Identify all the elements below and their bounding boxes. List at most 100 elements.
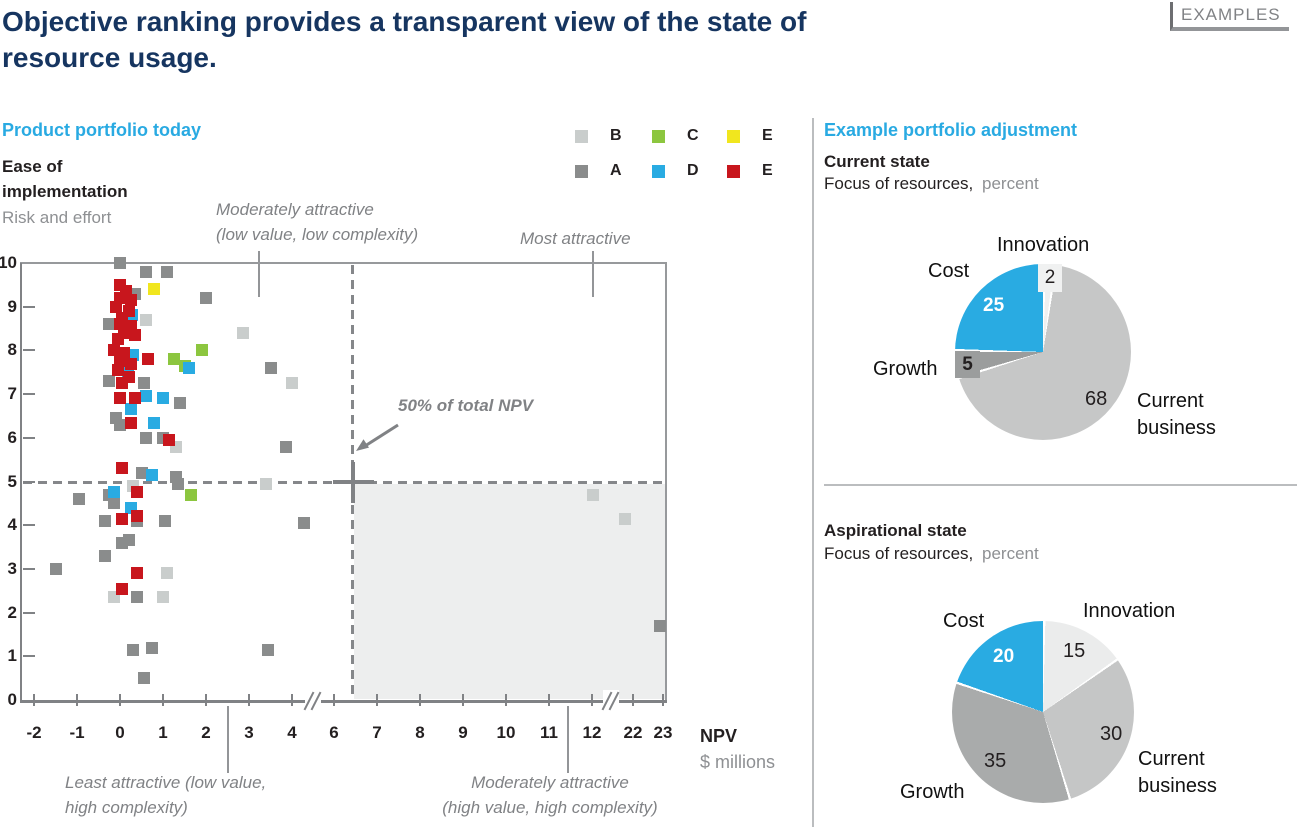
legend-item: C xyxy=(652,127,699,145)
pie-value-growth: 5 xyxy=(955,351,980,378)
annotation-leader-line xyxy=(227,706,229,773)
legend-label: A xyxy=(610,162,622,179)
scatter-point-E xyxy=(129,329,142,342)
scatter-point-E xyxy=(116,512,129,525)
scatter-point-A xyxy=(264,361,277,374)
scatter-point-E xyxy=(131,486,144,499)
x-tick-label: 22 xyxy=(623,723,643,742)
scatter-point-A xyxy=(172,477,185,490)
subtitle-black: Focus of resources, xyxy=(824,174,974,193)
scatter-point-E xyxy=(116,582,129,595)
x-tick xyxy=(119,694,121,706)
scatter-point-A xyxy=(174,396,187,409)
y-axis-line xyxy=(20,263,22,702)
x-tick xyxy=(462,694,464,706)
cross-marker xyxy=(351,462,355,503)
scatter-point-E xyxy=(116,377,129,390)
annotation-least-attractive: Least attractive (low value, high comple… xyxy=(65,773,267,817)
scatter-point-A xyxy=(139,431,152,444)
shaded-quadrant xyxy=(354,484,665,699)
x-tick-label: 7 xyxy=(372,723,382,742)
scatter-point-C xyxy=(184,488,197,501)
x-tick xyxy=(76,694,78,706)
plot-border-right xyxy=(665,262,667,702)
scatter-point-A xyxy=(135,466,148,479)
y-tick xyxy=(23,305,35,308)
scatter-point-B xyxy=(157,591,169,604)
legend-item: E xyxy=(727,127,773,145)
scatter-point-A xyxy=(137,672,150,685)
plot-border-top xyxy=(20,262,667,264)
legend-swatch-E-red xyxy=(727,164,740,178)
annotation-leader-line xyxy=(567,706,569,773)
scatter-point-E xyxy=(111,364,124,377)
y-tick-label: 8 xyxy=(7,340,17,360)
page-title: Objective ranking provides a transparent… xyxy=(2,6,807,73)
legend-swatch-E-yellow xyxy=(727,129,740,143)
scatter-point-D xyxy=(157,392,169,405)
y-tick xyxy=(23,524,35,527)
annotation-leader-line xyxy=(592,251,594,297)
x-tick xyxy=(419,694,421,706)
scatter-point-C xyxy=(195,344,208,357)
scatter-point-A xyxy=(49,562,62,575)
y-tick-label: 4 xyxy=(7,515,17,535)
axis-break-icon xyxy=(601,690,620,712)
pie-label-innovation: Innovation xyxy=(997,234,1090,256)
scatter-point-A xyxy=(107,497,120,510)
scatter-point-A xyxy=(279,440,292,453)
annotation-most-attractive: Most attractive xyxy=(520,229,631,248)
x-tick-label: -2 xyxy=(26,723,42,742)
subtitle-black: Focus of resources, xyxy=(824,544,974,563)
pie-label-cost: Cost xyxy=(943,610,985,632)
scatter-point-D xyxy=(182,361,195,374)
pie-value-cost: 20 xyxy=(993,646,1015,667)
scatter-point-E xyxy=(116,462,129,475)
x-tick-label: 23 xyxy=(653,723,673,742)
legend-item: A xyxy=(575,162,622,180)
scatter-point-A xyxy=(103,318,116,331)
scatter-point-E xyxy=(109,300,122,313)
y-tick xyxy=(23,480,35,483)
legend-label: C xyxy=(687,127,699,144)
x-tick-label: 4 xyxy=(287,723,297,742)
scatter-point-A xyxy=(126,643,139,656)
scatter-point-E xyxy=(124,357,137,370)
x-tick-label: 1 xyxy=(158,723,168,742)
scatter-point-A xyxy=(146,641,159,654)
pie-label-current-business: Current business xyxy=(1138,748,1217,797)
y-tick-label: 1 xyxy=(7,646,17,666)
pie-value-innovation: 15 xyxy=(1063,640,1086,662)
y-tick xyxy=(23,349,35,352)
scatter-point-D xyxy=(146,468,159,481)
x-axis-sublabel: $ millions xyxy=(700,752,776,772)
x-tick xyxy=(248,694,250,706)
y-axis-title: Ease of implementation xyxy=(2,157,128,201)
y-tick-label: 5 xyxy=(7,471,17,491)
scatter-point-B xyxy=(139,313,152,326)
scatter-point-E xyxy=(141,353,154,366)
legend-item: B xyxy=(575,127,622,145)
scatter-point-A xyxy=(98,514,111,527)
x-tick xyxy=(33,694,35,706)
scatter-point-A xyxy=(137,377,150,390)
scatter-point-E xyxy=(131,510,144,523)
x-tick xyxy=(291,694,293,706)
legend-swatch-D xyxy=(652,164,665,178)
scatter-point-A xyxy=(98,549,111,562)
scatter-point-E xyxy=(129,392,142,405)
x-tick-label: 12 xyxy=(582,723,602,742)
scatter-point-E xyxy=(111,333,124,346)
scatter-point-A xyxy=(159,514,172,527)
legend-label: E xyxy=(762,162,773,179)
scatter-point-A xyxy=(103,374,116,387)
pie-label-cost: Cost xyxy=(928,260,970,282)
x-tick xyxy=(376,694,378,706)
pie-value-growth: 35 xyxy=(984,750,1007,772)
scatter-point-E xyxy=(148,283,161,296)
x-tick-label: 2 xyxy=(201,723,211,742)
scatter-point-B xyxy=(236,326,249,339)
scatter-point-A xyxy=(73,492,86,505)
pie-label-growth: Growth xyxy=(873,358,938,380)
